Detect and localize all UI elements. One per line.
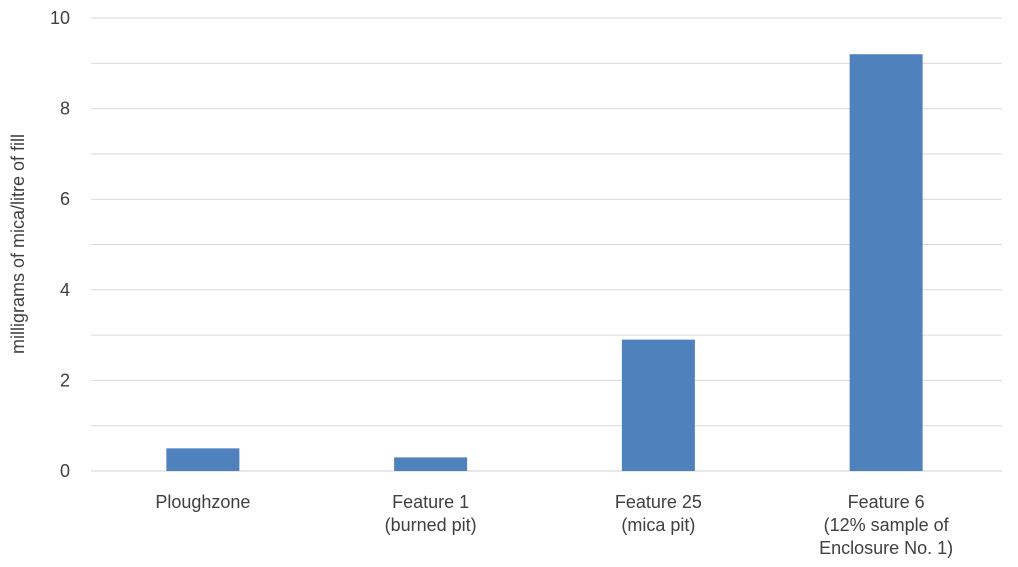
x-category-label: Feature 6 (12% sample of Enclosure No. 1)	[819, 492, 953, 558]
x-category-label: Feature 1 (burned pit)	[385, 492, 477, 535]
y-tick-label: 4	[60, 280, 70, 300]
x-category-label: Feature 25 (mica pit)	[615, 492, 702, 535]
x-axis-categories: Ploughzone Feature 1 (burned pit) Feature 2…	[155, 492, 953, 558]
x-category-label-line: (12% sample of	[824, 515, 950, 535]
y-axis-title: milligrams of mica/litre of fill	[8, 134, 28, 354]
y-tick-label: 8	[60, 99, 70, 119]
bar	[166, 448, 240, 471]
x-category-label-line: Feature 1	[392, 492, 469, 512]
x-category-label-line: Feature 6	[848, 492, 925, 512]
y-tick-label: 0	[60, 461, 70, 481]
x-category-label-line: Feature 25	[615, 492, 702, 512]
bars	[166, 54, 923, 472]
y-tick-label: 10	[50, 8, 70, 28]
bar	[394, 457, 468, 471]
x-category-label-line: Enclosure No. 1)	[819, 538, 953, 558]
bar	[621, 339, 695, 471]
y-tick-label: 2	[60, 370, 70, 390]
y-tick-label: 6	[60, 189, 70, 209]
x-category-label-line: Ploughzone	[155, 492, 250, 512]
y-axis-ticks: 0 2 4 6 8 10	[50, 8, 70, 481]
bar	[849, 54, 923, 472]
x-category-label-line: (burned pit)	[385, 515, 477, 535]
x-category-label: Ploughzone	[155, 492, 250, 512]
x-category-label-line: (mica pit)	[621, 515, 695, 535]
